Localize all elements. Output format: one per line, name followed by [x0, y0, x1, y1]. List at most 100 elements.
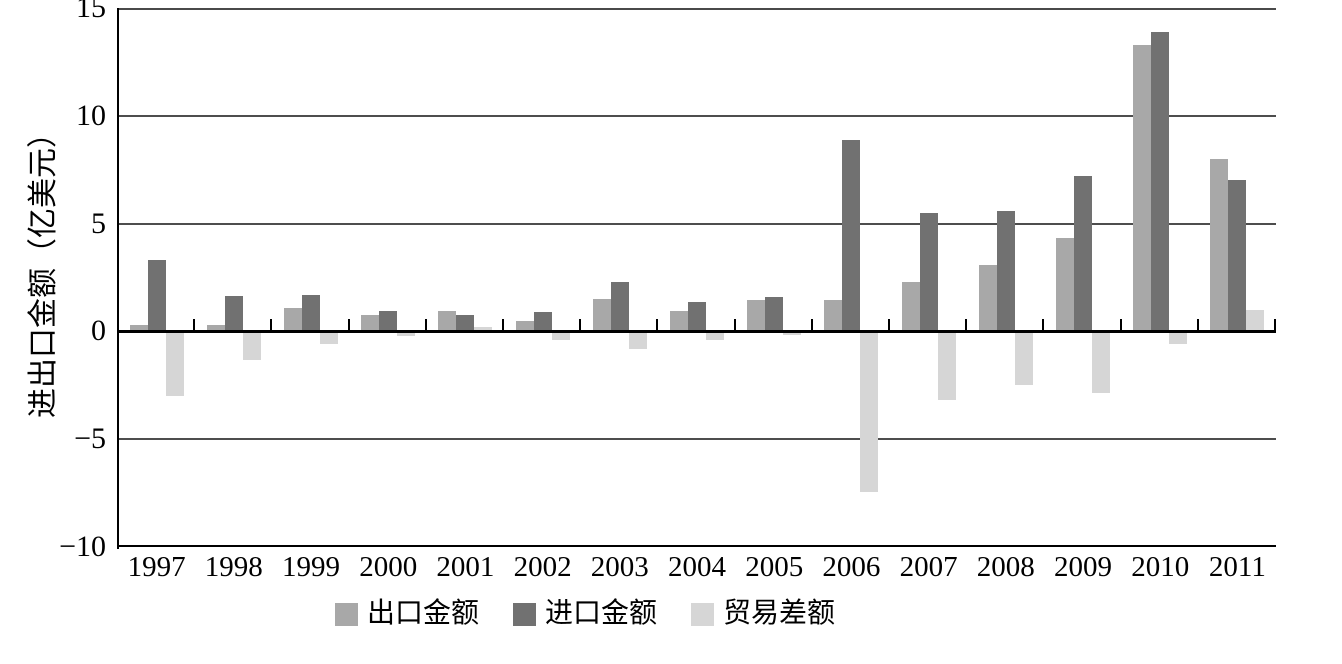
bar-export	[515, 320, 534, 332]
bar-export	[129, 324, 148, 332]
year-label: 2000	[359, 551, 418, 583]
x-axis-tick	[1274, 319, 1276, 332]
year-label: 2009	[1053, 551, 1112, 583]
x-axis-tick	[656, 319, 659, 332]
x-axis-tick	[733, 319, 736, 332]
bar-balance	[706, 331, 724, 340]
gridline	[118, 114, 1276, 117]
bar-balance	[242, 331, 261, 361]
x-axis-tick	[888, 319, 890, 332]
bar-import	[765, 296, 784, 332]
plot-bottom-border	[118, 545, 1276, 547]
bar-export	[1056, 237, 1074, 332]
x-axis-tick	[579, 319, 582, 332]
x-axis-tick	[1119, 319, 1122, 332]
bar-balance	[628, 331, 647, 349]
bar-balance	[937, 331, 956, 401]
gridline	[118, 222, 1276, 225]
bar-balance	[1169, 331, 1188, 345]
zero-axis-line	[118, 329, 1276, 333]
bar-import	[688, 302, 706, 332]
x-axis-tick	[965, 319, 968, 332]
bar-import	[1228, 180, 1247, 332]
x-axis-tick	[347, 319, 350, 332]
year-label: 2010	[1131, 551, 1190, 583]
bar-export	[901, 281, 920, 332]
bar-export	[747, 300, 766, 332]
bar-export	[670, 310, 688, 332]
legend-swatch	[334, 602, 358, 626]
year-label: 2008	[976, 551, 1035, 583]
bar-import	[610, 281, 629, 332]
bar-export	[284, 307, 302, 332]
year-label: 2005	[745, 551, 804, 583]
plot-top-border	[118, 8, 1276, 10]
x-axis-tick	[1042, 319, 1045, 332]
year-label: 2007	[899, 551, 958, 583]
bar-import	[1151, 31, 1170, 332]
legend-swatch	[512, 602, 536, 626]
y-tick-label: −10	[59, 530, 106, 563]
y-axis-title: 进出口金额（亿美元）	[27, 118, 60, 418]
year-label: 2002	[513, 551, 572, 583]
bar-export	[592, 299, 611, 332]
bar-balance	[1092, 331, 1110, 393]
bar-export	[824, 300, 843, 332]
legend-label: 出口金额	[366, 598, 479, 629]
x-axis-tick	[424, 319, 427, 332]
bar-export	[438, 310, 457, 332]
gridline	[118, 438, 1276, 441]
year-label: 2001	[436, 551, 495, 583]
y-tick-label: 15	[76, 0, 106, 24]
year-label: 2011	[1208, 551, 1266, 583]
bar-export	[1133, 44, 1152, 332]
bar-balance	[474, 327, 493, 332]
bar-import	[224, 295, 243, 332]
bar-balance	[165, 331, 184, 397]
bar-balance	[397, 331, 416, 336]
bar-balance	[551, 331, 570, 340]
x-axis-tick	[193, 319, 196, 332]
bar-import	[533, 311, 552, 332]
legend-label: 进口金额	[544, 598, 657, 629]
legend-item: 出口金额	[334, 598, 479, 630]
legend-label: 贸易差额	[723, 598, 836, 629]
legend-swatch	[691, 602, 714, 626]
x-axis-tick	[1196, 319, 1199, 332]
bar-import	[147, 260, 166, 332]
year-label: 1997	[127, 551, 186, 583]
y-tick-label: 10	[76, 98, 106, 132]
bar-export	[1210, 158, 1229, 332]
bar-export	[206, 324, 225, 332]
year-label: 2004	[667, 551, 726, 583]
bar-import	[302, 294, 320, 332]
legend-item: 进口金额	[512, 598, 657, 630]
x-axis-tick	[810, 319, 813, 332]
year-label: 1999	[281, 551, 340, 583]
bar-balance	[1246, 309, 1265, 332]
bar-import	[1074, 176, 1092, 332]
bar-export	[361, 315, 380, 332]
bar-export	[978, 264, 997, 332]
bar-balance	[860, 331, 879, 492]
bar-import	[379, 310, 398, 332]
legend-item: 贸易差额	[691, 598, 835, 630]
y-axis-line	[117, 8, 119, 549]
y-tick-label: −5	[74, 422, 106, 456]
y-tick-label: 5	[91, 206, 106, 240]
bar-import	[919, 212, 938, 332]
plot-area	[118, 8, 1276, 547]
bar-import	[842, 139, 861, 332]
bar-balance	[1014, 331, 1033, 386]
x-axis-tick	[270, 319, 273, 332]
year-label: 2003	[590, 551, 649, 583]
bar-balance	[783, 331, 802, 335]
x-axis-tick	[502, 319, 504, 332]
bar-balance	[320, 331, 338, 345]
bar-import	[456, 315, 475, 332]
year-label: 1998	[204, 551, 263, 583]
legend: 出口金额 进口金额 贸易差额	[0, 598, 1256, 630]
year-label: 2006	[822, 551, 881, 583]
bar-import	[996, 210, 1015, 332]
